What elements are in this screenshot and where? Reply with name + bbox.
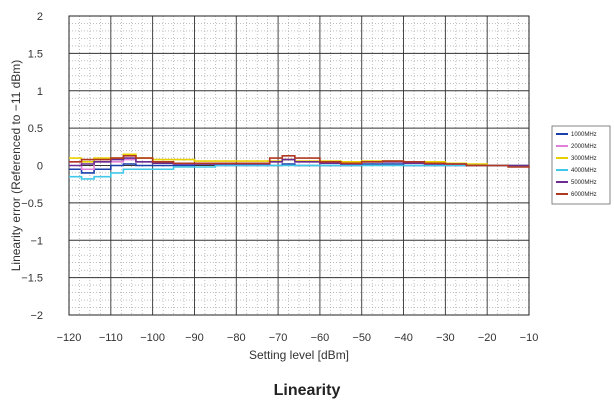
legend-label: 5000MHz [571, 180, 597, 186]
x-tick-label: −20 [478, 332, 497, 344]
legend-label: 1000MHz [571, 132, 597, 138]
y-tick-labels: 2 1.5 1 0.5 0 −0.5 −1 −1.5 −2 [21, 11, 43, 322]
x-tick-label: −80 [227, 332, 246, 344]
y-tick-label: −1.5 [21, 273, 43, 285]
y-tick-label: −2 [30, 310, 43, 322]
y-axis-label: Linearity error (Referenced to −11 dBm) [9, 60, 23, 272]
figure-caption: Linearity [273, 382, 341, 399]
y-tick-label: 0.5 [28, 123, 43, 135]
x-tick-label: −60 [311, 332, 330, 344]
x-axis-label: Setting level [dBm] [249, 348, 349, 362]
x-tick-label: −50 [352, 332, 371, 344]
series-line-6000MHz [69, 154, 530, 168]
series-line-4000MHz [69, 164, 529, 180]
x-tick-labels: −120 −110 −100 −90 −80 −70 −60 −50 −40 −30 −20 −10 [57, 332, 539, 344]
x-tick-label: −100 [140, 332, 165, 344]
x-tick-label: −40 [394, 332, 413, 344]
x-tick-label: −110 [99, 332, 123, 344]
x-tick-label: −30 [436, 332, 455, 344]
legend: 1000MHz 2000MHz 3000MHz 4000MHz 5000MHz 6000M… [551, 125, 611, 205]
y-tick-label: −1 [30, 235, 43, 247]
x-tick-label: −70 [269, 332, 288, 344]
legend-box [551, 125, 611, 205]
y-tick-label: 0 [37, 161, 43, 173]
legend-label: 6000MHz [571, 192, 597, 198]
x-tick-label: −120 [57, 332, 82, 344]
y-tick-label: 1.5 [28, 48, 43, 60]
chart-svg: −120 −110 −100 −90 −80 −70 −60 −50 −40 −30 −20 −10 … [9, 11, 611, 362]
y-tick-label: 2 [37, 11, 43, 23]
y-tick-label: 1 [37, 86, 43, 98]
y-tick-label: −0.5 [21, 198, 43, 210]
legend-label: 4000MHz [571, 168, 597, 174]
series-layer [69, 153, 530, 180]
x-tick-label: −90 [185, 332, 204, 344]
legend-label: 3000MHz [571, 156, 597, 162]
legend-label: 2000MHz [571, 144, 597, 150]
x-tick-label: −10 [520, 332, 539, 344]
